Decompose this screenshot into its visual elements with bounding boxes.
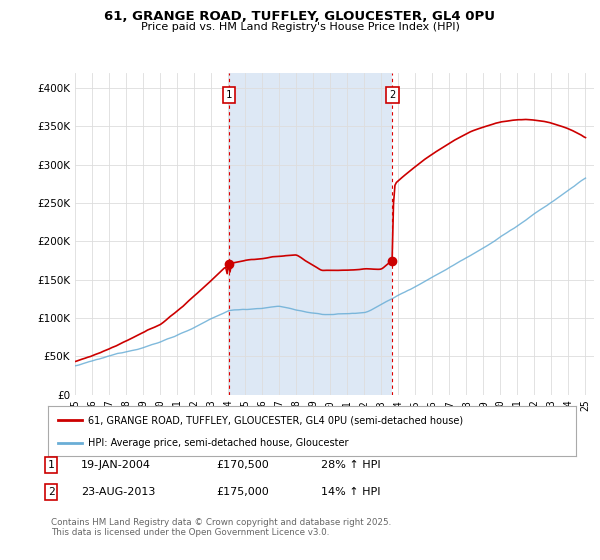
Text: Contains HM Land Registry data © Crown copyright and database right 2025.
This d: Contains HM Land Registry data © Crown c… bbox=[51, 518, 391, 538]
Text: 1: 1 bbox=[47, 460, 55, 470]
Bar bbox=[229, 73, 392, 395]
Text: 14% ↑ HPI: 14% ↑ HPI bbox=[321, 487, 380, 497]
Text: 1: 1 bbox=[226, 90, 232, 100]
Text: £170,500: £170,500 bbox=[216, 460, 269, 470]
Text: 61, GRANGE ROAD, TUFFLEY, GLOUCESTER, GL4 0PU (semi-detached house): 61, GRANGE ROAD, TUFFLEY, GLOUCESTER, GL… bbox=[88, 415, 463, 425]
Text: 61, GRANGE ROAD, TUFFLEY, GLOUCESTER, GL4 0PU: 61, GRANGE ROAD, TUFFLEY, GLOUCESTER, GL… bbox=[104, 10, 496, 23]
Text: 2: 2 bbox=[389, 90, 395, 100]
Text: Price paid vs. HM Land Registry's House Price Index (HPI): Price paid vs. HM Land Registry's House … bbox=[140, 22, 460, 32]
Text: HPI: Average price, semi-detached house, Gloucester: HPI: Average price, semi-detached house,… bbox=[88, 438, 348, 449]
Text: 2: 2 bbox=[47, 487, 55, 497]
Text: £175,000: £175,000 bbox=[216, 487, 269, 497]
Text: 23-AUG-2013: 23-AUG-2013 bbox=[81, 487, 155, 497]
Text: 28% ↑ HPI: 28% ↑ HPI bbox=[321, 460, 380, 470]
Text: 19-JAN-2004: 19-JAN-2004 bbox=[81, 460, 151, 470]
